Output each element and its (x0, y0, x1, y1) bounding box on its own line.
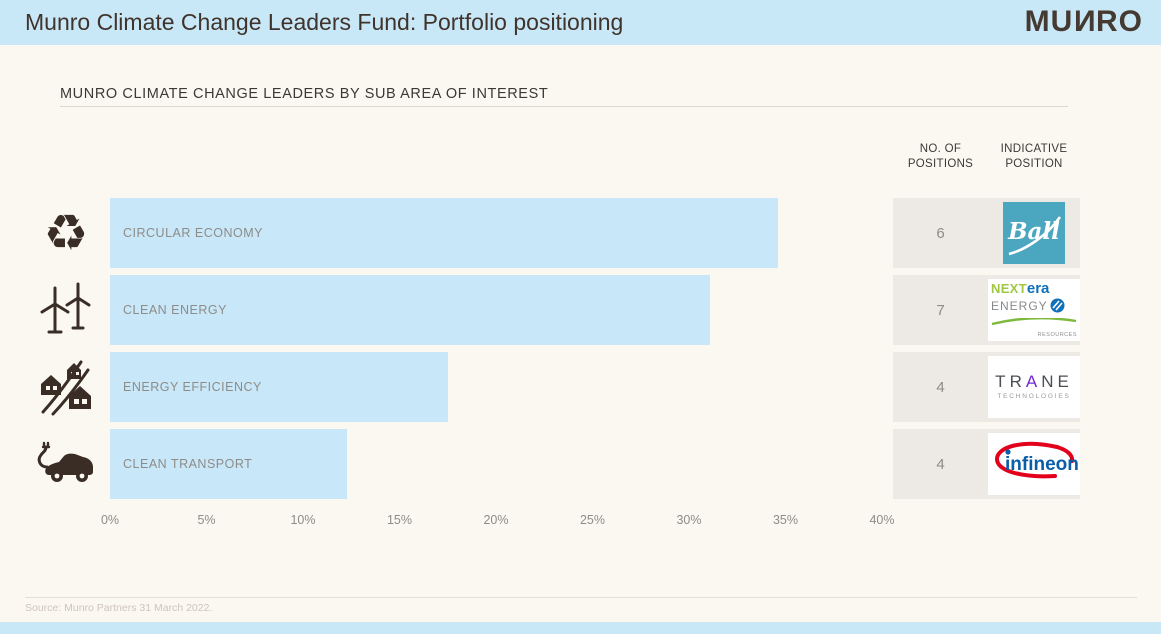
nextera-era: era (1026, 280, 1050, 298)
houses-road-icon (30, 352, 102, 422)
positions-count: 6 (936, 224, 945, 242)
munro-logo-mu: MU (1024, 5, 1074, 38)
ball-logo: Ball (988, 202, 1080, 264)
positions-count: 4 (936, 378, 945, 396)
chart-title: MUNRO CLIMATE CHANGE LEADERS BY SUB AREA… (60, 86, 549, 102)
x-tick: 30% (676, 513, 702, 527)
column-header-line: POSITIONS (907, 158, 974, 170)
table-row-energy-efficiency: 4 TRANE TECHNOLOGIES (893, 352, 1080, 422)
recycle-icon: ♻ (30, 198, 102, 268)
table-row-clean-transport: 4 infineon (893, 429, 1080, 499)
trane-technologies-wordmark: TECHNOLOGIES (997, 393, 1071, 401)
trane-technologies-logo: TRANE TECHNOLOGIES (988, 356, 1080, 418)
positions-count: 4 (936, 455, 945, 473)
chart-title-divider (60, 106, 1068, 107)
infineon-logo: infineon (988, 433, 1080, 495)
nextera-swoosh (991, 317, 1077, 326)
bar-energy-efficiency: ENERGY EFFICIENCY (110, 352, 448, 422)
bar-label: ENERGY EFFICIENCY (123, 380, 262, 394)
x-tick: 15% (386, 513, 413, 527)
bar-chart: CIRCULAR ECONOMY CLEAN ENERGY ENERGY EFF… (110, 198, 882, 499)
nextera-globe-icon (1050, 298, 1065, 313)
column-header-line: POSITION (1005, 158, 1063, 170)
x-tick: 5% (197, 513, 216, 527)
bar-label: CLEAN ENERGY (123, 303, 227, 317)
bar-label: CLEAN TRANSPORT (123, 457, 253, 471)
footer-bar (0, 622, 1161, 634)
bar-circular-economy: CIRCULAR ECONOMY (110, 198, 778, 268)
source-note: Source: Munro Partners 31 March 2022. (25, 602, 213, 614)
header-bar: Munro Climate Change Leaders Fund: Portf… (0, 0, 1161, 45)
table-row-circular-economy: 6 Ball (893, 198, 1080, 268)
munro-logo-reversed-n: N (1073, 5, 1096, 38)
bar-clean-transport: CLEAN TRANSPORT (110, 429, 348, 499)
table-row-clean-energy: 7 NEXTera ENERGY RESOURCES (893, 275, 1080, 345)
recycle-glyph: ♻ (43, 204, 89, 262)
nextera-energy: ENERGY (991, 298, 1048, 313)
bar-label: CIRCULAR ECONOMY (123, 226, 263, 240)
x-tick: 10% (290, 513, 316, 527)
column-header-line: NO. OF (919, 143, 962, 155)
x-axis: 0% 5% 10% 15% 20% 25% 30% 35% 40% (101, 513, 895, 533)
column-header-no-of-positions: NO. OF POSITIONS (893, 142, 988, 172)
svg-text:infineon: infineon (1005, 454, 1079, 475)
x-tick: 40% (869, 513, 895, 527)
column-header-indicative-position: INDICATIVE POSITION (988, 142, 1080, 172)
nextera-resources: RESOURCES (1037, 332, 1077, 339)
x-tick: 25% (579, 513, 606, 527)
nextera-next: NEXT (991, 281, 1027, 297)
svg-text:Ball: Ball (1007, 218, 1060, 245)
page-title: Munro Climate Change Leaders Fund: Portf… (25, 9, 624, 35)
munro-logo: MUNRO (1025, 5, 1143, 39)
x-tick: 35% (772, 513, 799, 527)
electric-car-icon (30, 429, 102, 499)
nextera-energy-logo: NEXTera ENERGY RESOURCES (988, 279, 1080, 341)
x-tick: 0% (100, 513, 120, 527)
column-header-line: INDICATIVE (1000, 143, 1068, 155)
x-tick: 20% (483, 513, 509, 527)
wind-turbines-icon (30, 275, 102, 345)
bar-clean-energy: CLEAN ENERGY (110, 275, 711, 345)
munro-logo-ro: RO (1096, 5, 1143, 38)
positions-count: 7 (936, 301, 945, 319)
footer-divider (25, 597, 1137, 598)
